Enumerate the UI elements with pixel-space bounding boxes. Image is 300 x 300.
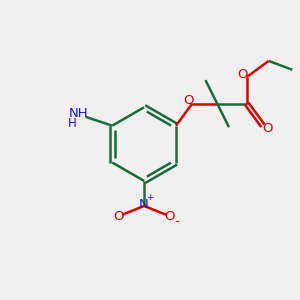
Text: O: O: [238, 68, 248, 81]
Text: -: -: [175, 215, 179, 228]
Text: O: O: [164, 210, 175, 223]
Text: +: +: [146, 194, 154, 202]
Text: O: O: [262, 122, 272, 135]
Text: H: H: [68, 117, 76, 130]
Text: NH: NH: [69, 107, 88, 120]
Text: N: N: [139, 198, 149, 211]
Text: O: O: [183, 94, 194, 107]
Text: O: O: [113, 210, 124, 223]
